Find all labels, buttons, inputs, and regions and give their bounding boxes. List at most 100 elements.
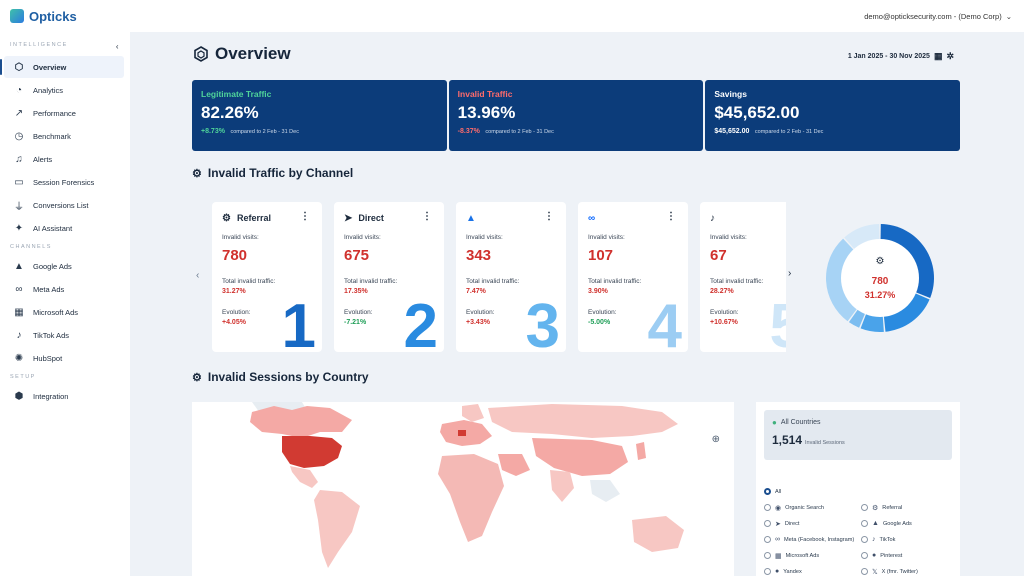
map-country-highlight[interactable] xyxy=(458,430,466,436)
radio-button[interactable] xyxy=(764,552,771,559)
radio-button[interactable] xyxy=(861,536,868,543)
sidebar-item-session-forensics[interactable]: ▭ Session Forensics xyxy=(4,171,124,193)
total-invalid-label: Total invalid traffic: xyxy=(466,278,520,285)
radio-button[interactable] xyxy=(861,568,868,575)
channel-card[interactable]: ∞ ⋮ Invalid visits: 107 Total invalid tr… xyxy=(578,202,688,352)
radio-button[interactable] xyxy=(764,536,771,543)
microsoft-icon: ▦ xyxy=(775,552,782,560)
settings-icon[interactable]: ✲ xyxy=(946,51,954,61)
kpi-comparison: $45,652.00 compared to 2 Feb - 31 Dec xyxy=(714,128,951,135)
channel-radio-group: All ◉ Organic Search ⚙ Referral ➤ Direct… xyxy=(764,486,952,576)
date-range-text: 1 Jan 2025 - 30 Nov 2025 xyxy=(847,53,930,60)
evolution-value: -5.00% xyxy=(588,319,611,326)
sidebar-item-hubspot[interactable]: ✺ HubSpot xyxy=(4,347,124,369)
channel-radio-option[interactable]: ♪ TikTok xyxy=(861,534,952,545)
radio-button[interactable] xyxy=(861,504,868,511)
hubspot-icon: ✺ xyxy=(14,352,24,364)
sidebar-item-analytics[interactable]: ◔ Analytics xyxy=(4,79,124,101)
sidebar-item-label: Alerts xyxy=(33,154,53,164)
radio-label: Google Ads xyxy=(882,520,912,527)
sidebar-item-meta-ads[interactable]: ∞ Meta Ads xyxy=(4,278,124,300)
channel-radio-option[interactable]: ◉ Organic Search xyxy=(764,502,855,513)
radio-button[interactable] xyxy=(861,520,868,527)
invalid-visits-value: 343 xyxy=(466,247,492,264)
main-content: Overview 1 Jan 2025 - 30 Nov 2025 ▦ ✲ Le… xyxy=(130,32,1024,576)
zoom-icon[interactable]: ⊕ xyxy=(711,434,720,445)
sidebar-item-label: AI Assistant xyxy=(33,223,73,233)
page-title-text: Overview xyxy=(215,44,291,63)
channel-radio-option[interactable]: ● Yandex xyxy=(764,566,855,576)
referral-icon: ⚙ xyxy=(222,212,231,224)
all-countries-label: ● All Countries xyxy=(772,418,944,427)
channel-card[interactable]: ▲ ⋮ Invalid visits: 343 Total invalid tr… xyxy=(456,202,566,352)
sidebar-item-label: Microsoft Ads xyxy=(33,307,79,317)
google-ads-icon: ▲ xyxy=(872,520,879,527)
all-countries-summary[interactable]: ● All Countries 1,514 Invalid Sessions xyxy=(764,410,952,460)
invalid-sessions-total: 1,514 Invalid Sessions xyxy=(772,433,944,447)
more-options-icon[interactable]: ⋮ xyxy=(300,211,310,222)
channel-icon: ⚙ xyxy=(192,167,202,180)
sidebar-item-label: Overview xyxy=(33,62,67,72)
top-bar: Opticks demo@opticksecurity.com - (Demo … xyxy=(0,0,1024,32)
kpi-value: $45,652.00 xyxy=(714,103,800,122)
radio-button[interactable] xyxy=(764,520,771,527)
sidebar-item-ai-assistant[interactable]: ✦ AI Assistant xyxy=(4,217,124,239)
tiktok-icon: ♪ xyxy=(710,212,715,224)
funnel-icon: ⏚ xyxy=(14,201,24,213)
total-invalid-value: 31.27% xyxy=(222,288,246,295)
radio-button[interactable] xyxy=(764,488,771,495)
channel-radio-option[interactable]: All xyxy=(764,486,855,497)
evolution-value: +3.43% xyxy=(466,319,490,326)
radio-button[interactable] xyxy=(764,568,771,575)
channel-radio-option[interactable]: ➤ Direct xyxy=(764,518,855,529)
map-country-usa[interactable] xyxy=(282,436,342,468)
sidebar-item-performance[interactable]: ↗ Performance xyxy=(4,102,124,124)
carousel-next-button[interactable]: › xyxy=(788,268,792,279)
meta-icon: ∞ xyxy=(15,283,23,295)
channel-card[interactable]: ➤ Direct ⋮ Invalid visits: 675 Total inv… xyxy=(334,202,444,352)
referral-icon: ⚙ xyxy=(876,256,885,267)
collapse-sidebar-icon[interactable]: ‹ xyxy=(115,42,120,51)
chevron-down-icon: ⌄ xyxy=(1005,11,1012,21)
app-name: Opticks xyxy=(29,8,77,24)
channel-radio-option[interactable]: 𝕏 X (fmr. Twitter) xyxy=(861,566,952,576)
total-value: 1,514 xyxy=(772,433,803,447)
country-section-title-text: Invalid Sessions by Country xyxy=(207,370,369,384)
date-range-picker[interactable]: 1 Jan 2025 - 30 Nov 2025 ▦ ✲ xyxy=(848,51,954,62)
sidebar-item-integration[interactable]: ⬢ Integration xyxy=(4,385,124,407)
radio-button[interactable] xyxy=(764,504,771,511)
account-menu[interactable]: demo@opticksecurity.com - (Demo Corp) ⌄ xyxy=(864,12,1012,21)
more-options-icon[interactable]: ⋮ xyxy=(666,211,676,222)
carousel-prev-button[interactable]: ‹ xyxy=(196,270,200,281)
opticks-logo-icon xyxy=(10,9,24,23)
sidebar-item-microsoft-ads[interactable]: ▦ Microsoft Ads xyxy=(4,301,124,323)
kpi-value: 13.96% xyxy=(457,103,516,122)
channel-card[interactable]: ♪ ⋮ Invalid visits: 67 Total invalid tra… xyxy=(700,202,786,352)
sidebar-item-benchmark[interactable]: ◷ Benchmark xyxy=(4,125,124,147)
channel-radio-option[interactable]: ● Pinterest xyxy=(861,550,952,561)
channel-radio-option[interactable]: ∞ Meta (Facebook, Instagram) xyxy=(764,534,855,545)
radio-button[interactable] xyxy=(861,552,868,559)
sidebar-item-alerts[interactable]: ♫ Alerts xyxy=(4,148,124,170)
channel-radio-option[interactable]: ▲ Google Ads xyxy=(861,518,952,529)
world-map[interactable]: ⊕ xyxy=(192,402,734,576)
sidebar-item-google-ads[interactable]: ▲ Google Ads xyxy=(4,255,124,277)
sidebar-item-label: TikTok Ads xyxy=(33,330,69,340)
channel-radio-option[interactable]: ▦ Microsoft Ads xyxy=(764,550,855,561)
direct-icon: ➤ xyxy=(775,520,781,528)
sidebar-item-overview[interactable]: ⬡ Overview xyxy=(0,56,124,78)
sidebar-item-label: Benchmark xyxy=(33,131,71,141)
sidebar-item-label: Conversions List xyxy=(33,200,89,210)
bell-icon: ♫ xyxy=(15,153,23,165)
sidebar-item-label: Google Ads xyxy=(33,261,72,271)
radio-label: X (fmr. Twitter) xyxy=(881,568,918,575)
sidebar-item-conversions-list[interactable]: ⏚ Conversions List xyxy=(4,194,124,216)
channel-radio-option[interactable]: ⚙ Referral xyxy=(861,502,952,513)
total-invalid-label: Total invalid traffic: xyxy=(344,278,398,285)
app-logo[interactable]: Opticks xyxy=(10,9,77,24)
sidebar-item-tiktok-ads[interactable]: ♪ TikTok Ads xyxy=(4,324,124,346)
channel-card[interactable]: ⚙ Referral ⋮ Invalid visits: 780 Total i… xyxy=(212,202,322,352)
more-options-icon[interactable]: ⋮ xyxy=(544,211,554,222)
calendar-icon[interactable]: ▦ xyxy=(933,51,943,61)
more-options-icon[interactable]: ⋮ xyxy=(422,211,432,222)
